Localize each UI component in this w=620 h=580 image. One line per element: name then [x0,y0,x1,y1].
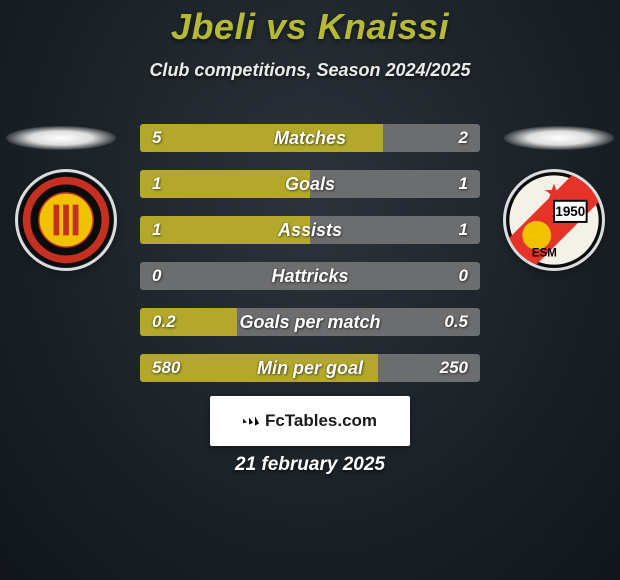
stats-section: 52Matches11Goals11Assists00Hattricks0.20… [140,124,480,382]
crest-right-svg: 1950 ESM [506,172,602,268]
stat-row: 580250Min per goal [140,354,480,382]
crest-left-svg [18,172,114,268]
stat-value-right: 250 [378,354,480,382]
stat-value-right: 1 [310,216,480,244]
stat-value-right: 2 [383,124,480,152]
watermark-text: FcTables.com [265,411,377,431]
team-crest-left [18,172,114,268]
stat-row: 11Assists [140,216,480,244]
team-crest-right: 1950 ESM [506,172,602,268]
title-right: Knaissi [318,6,450,47]
subtitle: Club competitions, Season 2024/2025 [0,60,620,81]
stat-row: 00Hattricks [140,262,480,290]
stat-value-left: 5 [140,124,383,152]
logo-wedge-icon [255,416,259,426]
logo-wedge-icon [249,417,253,424]
stat-value-right: 0 [310,262,480,290]
stat-value-right: 1 [310,170,480,198]
spotlight-right [504,126,614,150]
page-title: Jbeli vs Knaissi [0,0,620,48]
spotlight-left [6,126,116,150]
stat-value-left: 580 [140,354,378,382]
stat-row: 0.20.5Goals per match [140,308,480,336]
stat-value-left: 0.2 [140,308,237,336]
title-left: Jbeli [171,6,256,47]
stat-value-left: 1 [140,216,310,244]
stat-value-left: 0 [140,262,310,290]
date-text: 21 february 2025 [0,454,620,476]
stat-value-right: 0.5 [237,308,480,336]
stat-value-left: 1 [140,170,310,198]
svg-text:1950: 1950 [555,204,585,219]
logo-wedge-icon [243,419,247,424]
fctables-watermark: FcTables.com [210,396,410,446]
stat-row: 52Matches [140,124,480,152]
title-mid: vs [255,6,317,47]
stat-row: 11Goals [140,170,480,198]
svg-text:ESM: ESM [532,247,557,259]
